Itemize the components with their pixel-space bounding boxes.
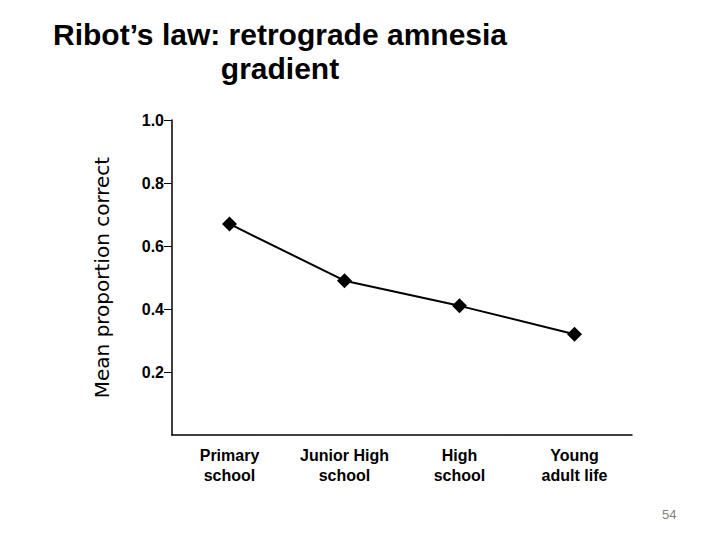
svg-text:Mean proportion correct: Mean proportion correct xyxy=(90,157,114,399)
svg-text:gradient: gradient xyxy=(221,52,339,85)
svg-text:0.4: 0.4 xyxy=(142,301,164,318)
svg-text:school: school xyxy=(319,467,371,484)
svg-text:Ribot’s law: retrograde amnesi: Ribot’s law: retrograde amnesia xyxy=(53,18,507,51)
svg-text:adult life: adult life xyxy=(542,467,608,484)
svg-text:0.2: 0.2 xyxy=(142,364,164,381)
svg-text:0.8: 0.8 xyxy=(142,175,164,192)
svg-text:High: High xyxy=(442,447,478,464)
svg-text:Primary: Primary xyxy=(200,447,260,464)
svg-text:54: 54 xyxy=(662,507,676,522)
svg-text:Young: Young xyxy=(550,447,599,464)
svg-text:0.6: 0.6 xyxy=(142,238,164,255)
svg-text:Junior High: Junior High xyxy=(300,447,389,464)
svg-text:school: school xyxy=(434,467,486,484)
svg-text:1.0: 1.0 xyxy=(142,112,164,129)
svg-text:school: school xyxy=(204,467,256,484)
